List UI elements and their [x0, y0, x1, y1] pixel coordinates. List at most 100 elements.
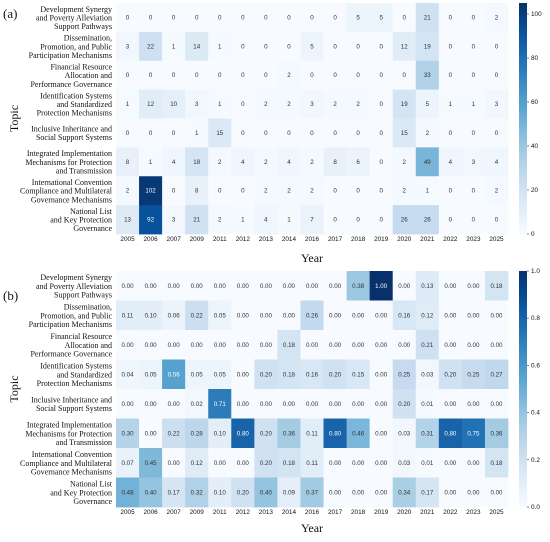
heatmap-cell: [369, 60, 394, 91]
cell-value-label: 0: [310, 130, 314, 137]
cell-value-label: 0.00: [122, 283, 135, 290]
heatmap-cell: [438, 477, 463, 508]
heatmap-cell: [116, 330, 140, 360]
cell-value-label: 0: [379, 159, 383, 166]
heatmap-cell: [484, 176, 509, 206]
x-tick-label: 2017: [328, 509, 343, 516]
heatmap-cell: [231, 418, 255, 449]
cell-value-label: 0.03: [398, 430, 411, 437]
heatmap-cell: [277, 89, 301, 119]
heatmap-cell: [277, 389, 301, 419]
cell-value-label: 0.06: [168, 312, 181, 319]
heatmap-cell: [277, 205, 301, 235]
cell-value-label: 0.36: [283, 430, 296, 437]
x-tick-label: 2025: [489, 236, 504, 243]
cell-value-label: 2: [495, 14, 499, 21]
heatmap-cell: [369, 176, 394, 206]
heatmap-cell: [323, 205, 347, 235]
cell-value-label: 0.00: [329, 283, 342, 290]
cell-value-label: 0.20: [260, 460, 273, 467]
x-tick-label: 2022: [443, 236, 458, 243]
cell-value-label: 0.16: [398, 312, 411, 319]
y-tick-label: Development Synergy and Poverty Alleviati…: [36, 5, 112, 31]
heatmap-cell: [484, 31, 509, 62]
colorbar-tick-label: 0.0: [531, 504, 540, 511]
cell-value-label: 8: [195, 188, 199, 195]
heatmap-cell: [461, 359, 486, 390]
x-tick-label: 2013: [259, 509, 274, 516]
cell-value-label: 0.75: [467, 430, 480, 437]
heatmap-cell: [277, 176, 301, 206]
heatmap-cell: [139, 147, 163, 177]
y-tick-label: Dissemination, Promotion, and Public Parti…: [29, 34, 113, 60]
cell-value-label: 1: [195, 130, 199, 137]
cell-value-label: 0.80: [444, 430, 457, 437]
cell-value-label: 22: [147, 43, 154, 50]
heatmap-cell: [185, 448, 209, 478]
cell-value-label: 8: [126, 159, 130, 166]
cell-value-label: 0.00: [306, 342, 319, 349]
heatmap-cell: [484, 330, 509, 360]
cell-value-label: 5: [310, 43, 314, 50]
heatmap-cell: [139, 31, 163, 62]
cell-value-label: 0: [126, 130, 130, 137]
cell-value-label: 0.18: [490, 283, 503, 290]
heatmap-cell: [208, 359, 232, 390]
cell-value-label: 2: [356, 101, 360, 108]
heatmap-cell: [484, 418, 509, 449]
heatmap-cell: [185, 271, 209, 301]
heatmap-cell: [139, 300, 163, 331]
heatmap-cell: [185, 89, 209, 119]
heatmap-cell: [415, 89, 440, 119]
heatmap-cell: [231, 359, 255, 390]
heatmap-cell: [208, 89, 232, 119]
heatmap-cell: [231, 389, 255, 419]
cell-value-label: 0.00: [444, 401, 457, 408]
y-tick-label: National List and Key Protection Governanc…: [50, 480, 113, 506]
panel-label: (a): [3, 6, 17, 21]
cell-value-label: 0.01: [421, 401, 434, 408]
heatmap-cell: [484, 60, 509, 91]
y-axis-title: Topic: [7, 375, 21, 402]
cell-value-label: 0: [264, 43, 268, 50]
cell-value-label: 0.00: [329, 401, 342, 408]
cell-value-label: 0.00: [260, 312, 273, 319]
heatmap-cell: [392, 147, 417, 177]
heatmap-cell: [438, 147, 463, 177]
x-tick-label: 2018: [351, 236, 366, 243]
cell-value-label: 0: [287, 14, 291, 21]
heatmap-cell: [277, 3, 301, 33]
cell-value-label: 49: [424, 159, 431, 166]
cell-value-label: 0: [379, 188, 383, 195]
heatmap-cell: [277, 448, 301, 478]
heatmap-cell: [392, 448, 417, 478]
x-axis-title: Year: [301, 521, 323, 535]
heatmap-cell: [392, 359, 417, 390]
heatmap-cell: [277, 271, 301, 301]
cell-value-label: 0: [472, 43, 476, 50]
cell-value-label: 0: [495, 217, 499, 224]
cell-value-label: 0.02: [191, 401, 204, 408]
cell-value-label: 5: [379, 14, 383, 21]
cell-value-label: 0.32: [191, 489, 204, 496]
cell-value-label: 0.00: [375, 460, 388, 467]
heatmap-cell: [300, 300, 324, 331]
y-tick-label: National List and Key Protection Governanc…: [50, 207, 113, 233]
cell-value-label: 2: [218, 159, 222, 166]
heatmap-cell: [231, 271, 255, 301]
y-tick-label: Integrated Implementation Mechanisms for …: [25, 421, 112, 447]
heatmap-cell: [254, 418, 278, 449]
cell-value-label: 0.10: [214, 430, 227, 437]
heatmap-cell: [139, 118, 163, 148]
heatmap-cell: [116, 89, 140, 119]
heatmap-cell: [369, 118, 394, 148]
heatmap-cell: [162, 271, 186, 301]
heatmap-cell: [208, 271, 232, 301]
heatmap-cell: [461, 31, 486, 62]
colorbar-tick-label: 1.0: [531, 268, 540, 275]
heatmap-cell: [392, 330, 417, 360]
colorbar-tick-label: 0.4: [531, 410, 540, 417]
heatmap-cell: [116, 300, 140, 331]
heatmap-cell: [323, 448, 347, 478]
